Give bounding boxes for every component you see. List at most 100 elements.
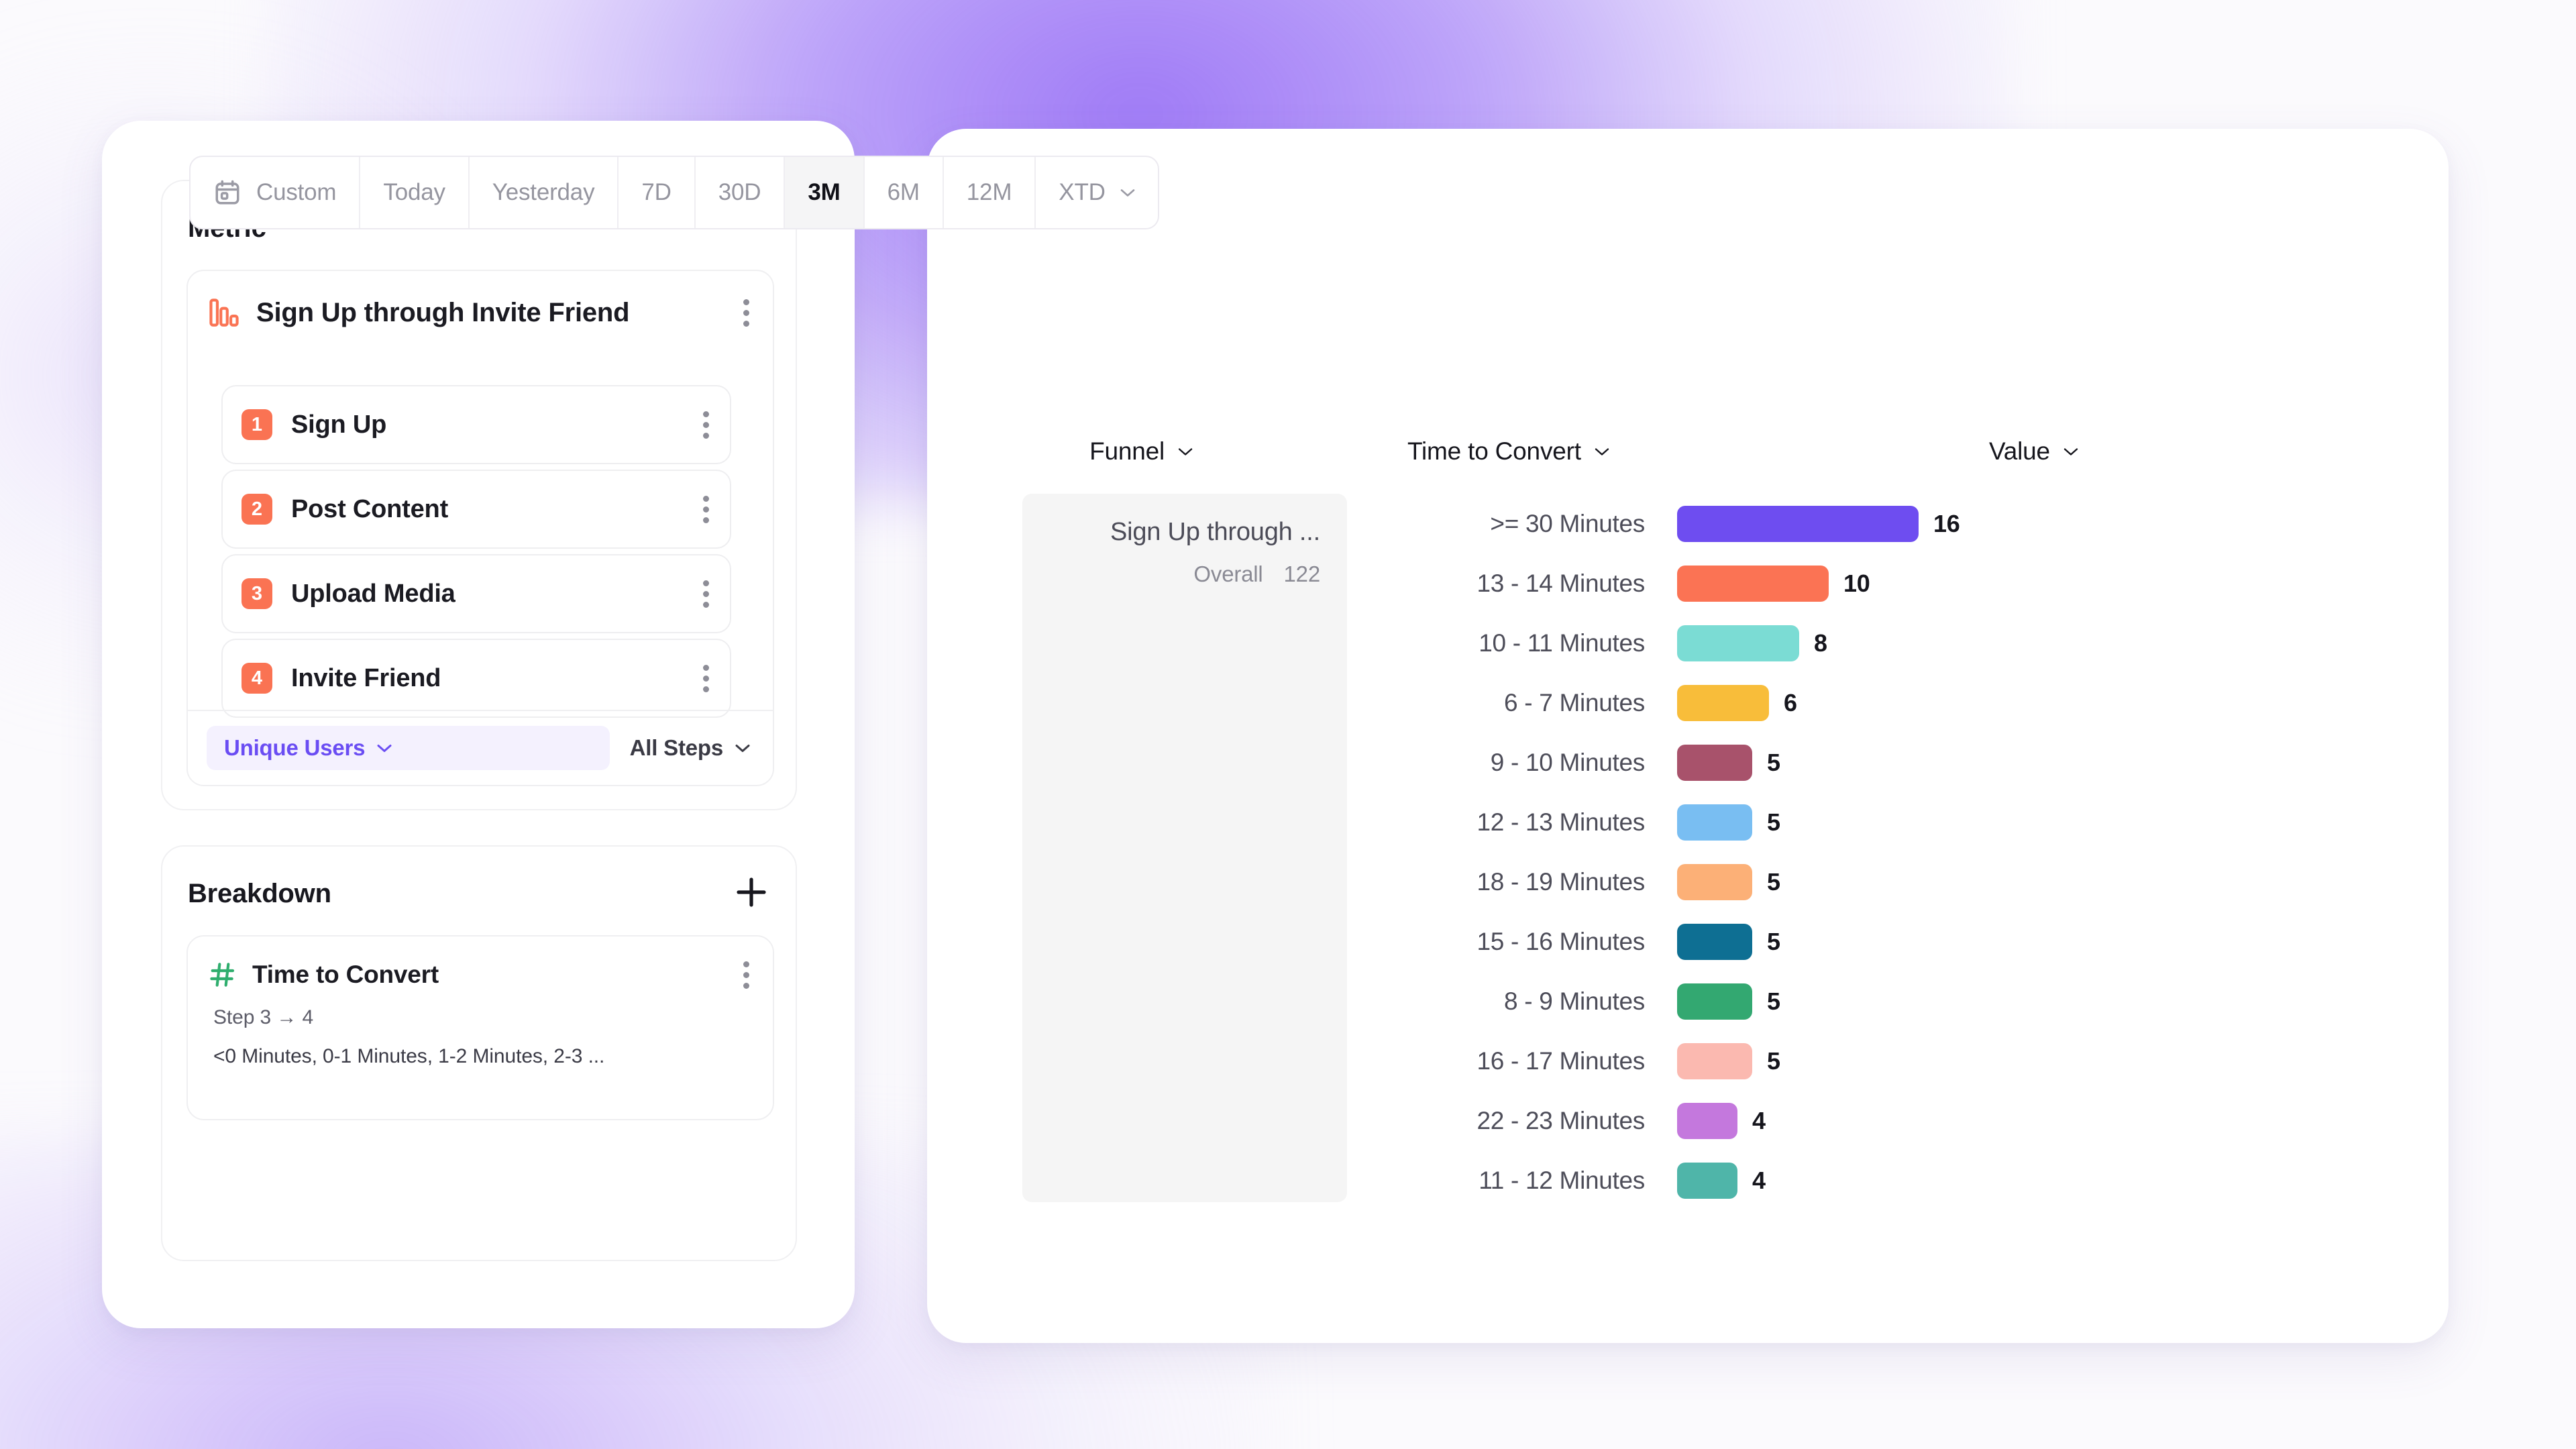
bar-fill[interactable] <box>1677 505 1919 542</box>
bar-chart-row[interactable]: 18 - 19 Minutes 5 <box>1368 852 2375 912</box>
left-config-panel: Metric Sign Up through Invite Friend 1 S… <box>102 121 855 1328</box>
funnel-step-3[interactable]: 3 Upload Media <box>221 554 731 633</box>
time-to-convert-bar-chart: >= 30 Minutes 16 13 - 14 Minutes 10 10 - 11 … <box>1368 494 2375 1210</box>
bar-category-label: >= 30 Minutes <box>1490 509 1645 537</box>
count-mode-value: Unique Users <box>224 735 366 760</box>
chevron-down-icon <box>377 744 392 752</box>
bar-chart-row[interactable]: 22 - 23 Minutes 4 <box>1368 1091 2375 1150</box>
bar-value-label: 5 <box>1767 748 1780 776</box>
bar-fill[interactable] <box>1677 744 1752 781</box>
calendar-icon <box>215 180 239 205</box>
date-range-7d[interactable]: 7D <box>619 157 696 228</box>
bar-value-label: 16 <box>1933 509 1960 537</box>
funnel-summary-card[interactable]: Sign Up through ... Overall 122 <box>1022 494 1347 1202</box>
bar-fill[interactable] <box>1677 1162 1737 1199</box>
bar-fill[interactable] <box>1677 923 1752 960</box>
step-menu-icon[interactable] <box>702 664 710 692</box>
date-range-selector[interactable]: Custom Today Yesterday 7D 30D 3M 6M 12M … <box>189 156 1159 229</box>
bar-chart-row[interactable]: 13 - 14 Minutes 10 <box>1368 553 2375 613</box>
funnel-name-row[interactable]: Sign Up through Invite Friend <box>188 271 773 354</box>
bar-fill[interactable] <box>1677 565 1829 602</box>
bar-category-label: 8 - 9 Minutes <box>1504 987 1645 1015</box>
breakdown-value-list: <0 Minutes, 0-1 Minutes, 1-2 Minutes, 2-… <box>213 1045 605 1067</box>
count-mode-select[interactable]: Unique Users <box>207 726 610 770</box>
column-header-value[interactable]: Value <box>1989 437 2078 466</box>
column-header-funnel[interactable]: Funnel <box>1089 437 1193 466</box>
bar-chart-row[interactable]: 12 - 13 Minutes 5 <box>1368 792 2375 852</box>
bar-fill[interactable] <box>1677 863 1752 900</box>
funnel-footer: Unique Users All Steps <box>188 710 773 785</box>
step-label: Upload Media <box>291 579 455 608</box>
chevron-down-icon <box>2063 447 2078 455</box>
bar-fill[interactable] <box>1677 1042 1752 1079</box>
chevron-down-icon <box>735 744 750 752</box>
bar-value-label: 5 <box>1767 867 1780 896</box>
funnel-overall-value: 122 <box>1283 561 1321 586</box>
funnel-step-2[interactable]: 2 Post Content <box>221 470 731 549</box>
bar-chart-row[interactable]: >= 30 Minutes 16 <box>1368 494 2375 553</box>
bar-category-label: 22 - 23 Minutes <box>1477 1106 1645 1134</box>
plus-icon <box>737 877 766 907</box>
funnel-name-label: Sign Up through Invite Friend <box>256 297 630 327</box>
bar-value-label: 4 <box>1752 1106 1766 1134</box>
bar-track: 5 <box>1677 983 2375 1020</box>
steps-scope-select[interactable]: All Steps <box>630 735 750 761</box>
date-range-6m-label: 6M <box>887 179 920 205</box>
bar-fill[interactable] <box>1677 983 1752 1020</box>
bar-chart-row[interactable]: 11 - 12 Minutes 4 <box>1368 1150 2375 1210</box>
funnel-summary-overall: Overall 122 <box>1022 561 1320 587</box>
funnel-step-1[interactable]: 1 Sign Up <box>221 385 731 464</box>
bar-track: 5 <box>1677 863 2375 900</box>
bar-value-label: 5 <box>1767 1046 1780 1075</box>
date-range-xtd[interactable]: XTD <box>1036 157 1157 228</box>
date-range-3m[interactable]: 3M <box>785 157 865 228</box>
steps-scope-value: All Steps <box>629 735 724 760</box>
date-range-30d-label: 30D <box>718 179 761 205</box>
funnel-definition-block: Sign Up through Invite Friend 1 Sign Up … <box>186 270 774 786</box>
step-menu-icon[interactable] <box>702 411 710 439</box>
column-header-time-to-convert[interactable]: Time to Convert <box>1407 437 1609 466</box>
step-menu-icon[interactable] <box>702 580 710 608</box>
date-range-custom-label: Custom <box>256 179 337 205</box>
bar-value-label: 5 <box>1767 927 1780 955</box>
step-number-badge: 1 <box>241 409 272 440</box>
breakdown-menu-icon[interactable] <box>742 961 750 989</box>
bar-category-label: 12 - 13 Minutes <box>1477 808 1645 836</box>
date-range-30d[interactable]: 30D <box>696 157 786 228</box>
date-range-12m[interactable]: 12M <box>944 157 1036 228</box>
bar-chart-row[interactable]: 10 - 11 Minutes 8 <box>1368 613 2375 673</box>
bar-fill[interactable] <box>1677 804 1752 841</box>
step-menu-icon[interactable] <box>702 495 710 523</box>
bar-track: 4 <box>1677 1162 2375 1199</box>
column-header-value-label: Value <box>1989 437 2050 465</box>
date-range-custom[interactable]: Custom <box>191 157 361 228</box>
chevron-down-icon <box>1178 447 1193 455</box>
add-breakdown-button[interactable] <box>734 875 769 910</box>
bar-track: 6 <box>1677 684 2375 721</box>
bar-value-label: 5 <box>1767 808 1780 836</box>
breakdown-card: Breakdown Time to Convert Step 3 → 4 <0 … <box>161 845 797 1261</box>
bar-fill[interactable] <box>1677 1102 1737 1139</box>
bar-track: 5 <box>1677 744 2375 781</box>
bar-chart-row[interactable]: 16 - 17 Minutes 5 <box>1368 1031 2375 1091</box>
date-range-yesterday[interactable]: Yesterday <box>470 157 619 228</box>
date-range-6m[interactable]: 6M <box>865 157 944 228</box>
date-range-today[interactable]: Today <box>360 157 470 228</box>
step-number-badge: 2 <box>241 494 272 525</box>
bar-value-label: 8 <box>1814 629 1827 657</box>
bar-track: 10 <box>1677 565 2375 602</box>
bar-chart-row[interactable]: 9 - 10 Minutes 5 <box>1368 733 2375 792</box>
breakdown-property-name: Time to Convert <box>252 961 439 988</box>
breakdown-step-range: Step 3 → 4 <box>213 1006 314 1028</box>
column-header-funnel-label: Funnel <box>1089 437 1165 465</box>
bar-chart-row[interactable]: 8 - 9 Minutes 5 <box>1368 971 2375 1031</box>
bar-chart-row[interactable]: 15 - 16 Minutes 5 <box>1368 912 2375 971</box>
breakdown-item[interactable]: Time to Convert Step 3 → 4 <0 Minutes, 0… <box>186 935 774 1120</box>
funnel-menu-icon[interactable] <box>742 299 750 327</box>
bar-track: 4 <box>1677 1102 2375 1139</box>
funnel-step-4[interactable]: 4 Invite Friend <box>221 639 731 718</box>
bar-fill[interactable] <box>1677 625 1799 661</box>
bar-track: 16 <box>1677 505 2375 542</box>
bar-fill[interactable] <box>1677 684 1769 721</box>
bar-chart-row[interactable]: 6 - 7 Minutes 6 <box>1368 673 2375 733</box>
